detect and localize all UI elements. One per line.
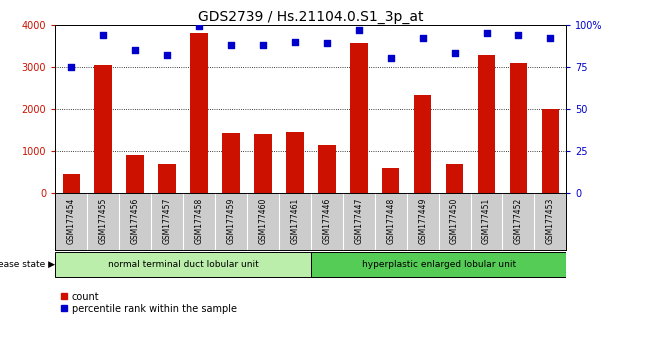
Bar <box>478 55 495 193</box>
Point <box>545 35 555 41</box>
Text: GSM177451: GSM177451 <box>482 198 491 244</box>
Bar <box>55 252 311 278</box>
Point <box>417 35 428 41</box>
Text: GSM177448: GSM177448 <box>386 198 395 244</box>
Text: GSM177446: GSM177446 <box>322 198 331 244</box>
Bar <box>62 174 80 193</box>
Bar <box>311 252 566 278</box>
Point <box>513 32 523 38</box>
Text: normal terminal duct lobular unit: normal terminal duct lobular unit <box>107 260 258 269</box>
Bar <box>94 65 112 193</box>
Point <box>258 42 268 48</box>
Bar <box>158 164 176 193</box>
Bar <box>414 95 432 193</box>
Point <box>290 39 300 45</box>
Bar <box>350 43 368 193</box>
Text: GSM177456: GSM177456 <box>131 198 140 244</box>
Legend: count, percentile rank within the sample: count, percentile rank within the sample <box>60 292 237 314</box>
Point <box>353 27 364 33</box>
Point <box>194 24 204 29</box>
Title: GDS2739 / Hs.21104.0.S1_3p_at: GDS2739 / Hs.21104.0.S1_3p_at <box>198 10 424 24</box>
Point <box>162 52 173 58</box>
Text: GSM177459: GSM177459 <box>227 198 236 244</box>
Bar <box>190 33 208 193</box>
Bar <box>446 164 464 193</box>
Text: GSM177452: GSM177452 <box>514 198 523 244</box>
Text: GSM177447: GSM177447 <box>354 198 363 244</box>
Text: hyperplastic enlarged lobular unit: hyperplastic enlarged lobular unit <box>361 260 516 269</box>
Bar <box>510 63 527 193</box>
Text: GSM177460: GSM177460 <box>258 198 268 244</box>
Point <box>449 51 460 56</box>
Point <box>481 30 492 36</box>
Point <box>130 47 141 53</box>
Point <box>98 32 109 38</box>
Bar <box>542 109 559 193</box>
Point <box>226 42 236 48</box>
Point <box>66 64 77 70</box>
Point <box>385 56 396 61</box>
Text: GSM177450: GSM177450 <box>450 198 459 244</box>
Text: GSM177454: GSM177454 <box>67 198 76 244</box>
Text: GSM177453: GSM177453 <box>546 198 555 244</box>
Bar <box>382 168 400 193</box>
Bar <box>286 132 303 193</box>
Text: GSM177457: GSM177457 <box>163 198 172 244</box>
Text: disease state ▶: disease state ▶ <box>0 260 55 269</box>
Text: GSM177455: GSM177455 <box>99 198 108 244</box>
Point <box>322 40 332 46</box>
Text: GSM177458: GSM177458 <box>195 198 204 244</box>
Bar <box>318 144 336 193</box>
Bar <box>126 155 144 193</box>
Bar <box>254 135 271 193</box>
Bar <box>222 133 240 193</box>
Text: GSM177449: GSM177449 <box>418 198 427 244</box>
Text: GSM177461: GSM177461 <box>290 198 299 244</box>
